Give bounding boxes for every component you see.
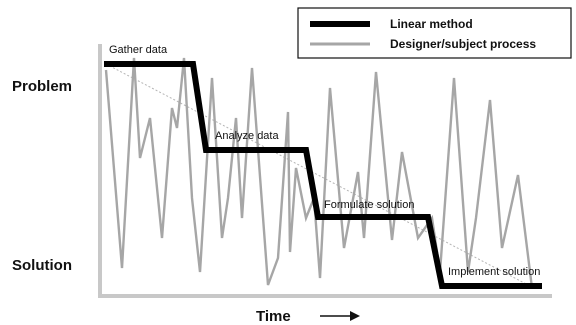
solution-label: Solution [12, 257, 72, 274]
stage-label-gather: Gather data [109, 44, 168, 56]
stage-label-analyze: Analyze data [215, 130, 279, 142]
legend: Linear method Designer/subject process [297, 7, 572, 59]
legend-label-designer: Designer/subject process [390, 37, 536, 51]
stage-label-implement: Implement solution [448, 266, 540, 278]
time-label: Time [256, 308, 291, 325]
legend-label-linear: Linear method [390, 17, 473, 31]
linear-method-line [104, 61, 542, 289]
axes [98, 44, 552, 298]
stage-label-formulate: Formulate solution [324, 199, 415, 211]
right-arrow-icon [320, 311, 360, 321]
designer-process-line [104, 57, 534, 289]
problem-label: Problem [12, 78, 72, 95]
legend-box [297, 7, 572, 59]
